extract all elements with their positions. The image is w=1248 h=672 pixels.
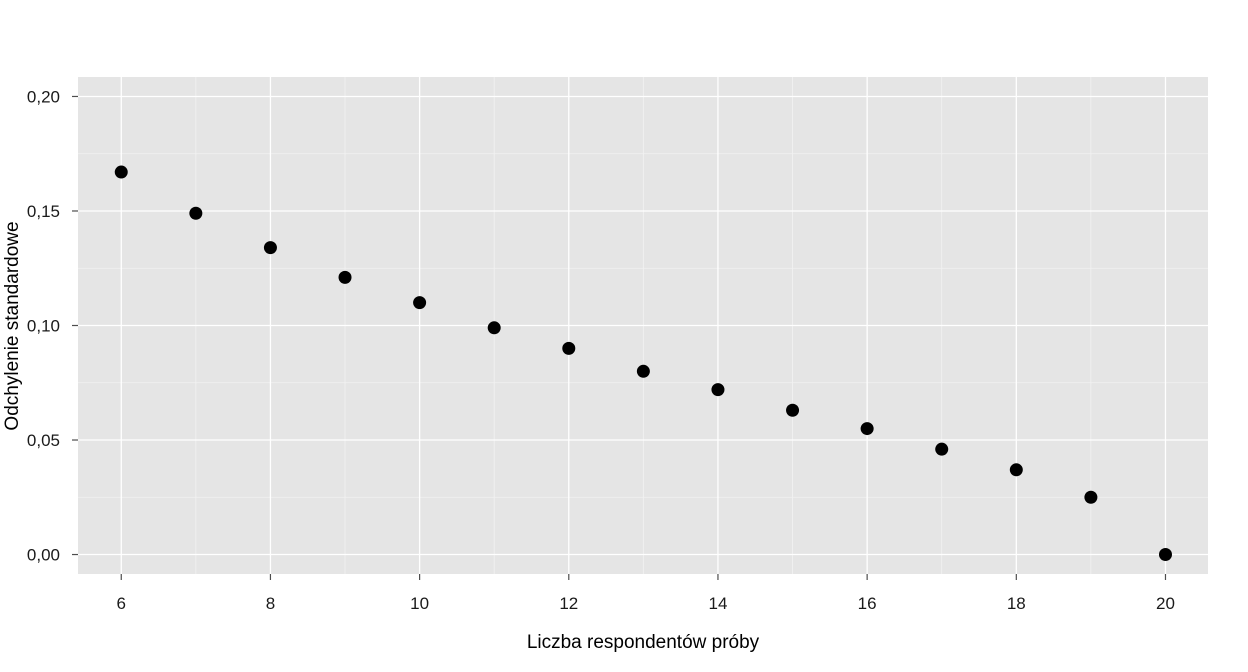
x-tick-label: 12: [559, 594, 578, 613]
x-tick-label: 18: [1007, 594, 1026, 613]
data-point: [786, 403, 800, 417]
x-tick-label: 16: [858, 594, 877, 613]
y-tick-label: 0,15: [27, 202, 60, 221]
x-tick-label: 10: [410, 594, 429, 613]
y-tick-label: 0,00: [27, 546, 60, 565]
data-point: [1158, 548, 1172, 562]
data-point: [562, 341, 576, 355]
data-point: [487, 321, 501, 335]
y-tick-label: 0,20: [27, 87, 60, 106]
y-tick-label: 0,05: [27, 431, 60, 450]
data-point: [189, 206, 203, 220]
x-tick-label: 8: [266, 594, 275, 613]
data-point: [1084, 490, 1098, 504]
x-tick-label: 14: [708, 594, 727, 613]
data-point: [1009, 463, 1023, 477]
y-axis: 0,00 0,05 0,10 0,15 0,20: [27, 87, 78, 565]
data-points: [114, 165, 1172, 562]
data-point: [114, 165, 128, 179]
data-point: [263, 241, 277, 255]
x-axis: 6 8 10 12 14 16 18 20: [117, 574, 1175, 613]
x-tick-label: 20: [1156, 594, 1175, 613]
data-point: [338, 270, 352, 284]
x-tick-label: 6: [117, 594, 126, 613]
x-axis-title: Liczba respondentów próby: [527, 632, 760, 653]
data-point: [711, 383, 725, 397]
data-point: [860, 422, 874, 436]
data-point: [935, 442, 949, 456]
major-gridlines: [78, 77, 1208, 574]
y-axis-title: Odchylenie standardowe: [2, 221, 23, 430]
data-point: [636, 364, 650, 378]
y-tick-label: 0,10: [27, 317, 60, 336]
data-point: [413, 296, 427, 310]
